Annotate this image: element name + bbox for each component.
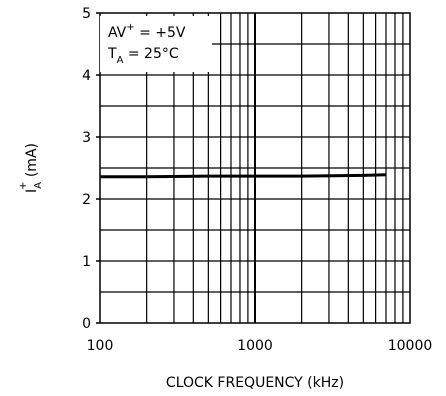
annotation-line-2: TA = 25°C bbox=[107, 46, 179, 66]
annotation-line-2-sub: A bbox=[117, 55, 124, 66]
plot-frame bbox=[96, 12, 411, 324]
x-tick-labels: 100 1000 10000 bbox=[87, 338, 433, 354]
y-axis-label-base: I bbox=[24, 189, 40, 193]
plot-border bbox=[99, 12, 411, 324]
x-tick-label: 1000 bbox=[237, 338, 273, 354]
y-tick-label: 3 bbox=[82, 130, 91, 146]
y-axis-label-sub: A bbox=[33, 182, 44, 189]
annotation-box bbox=[100, 16, 212, 72]
series-layer bbox=[100, 173, 387, 179]
x-tick-label: 100 bbox=[87, 338, 114, 354]
annotation-line-2-suffix: = 25°C bbox=[123, 46, 178, 62]
x-tick-label: 10000 bbox=[388, 338, 433, 354]
y-tick-label: 5 bbox=[82, 6, 91, 22]
y-tick-label: 0 bbox=[82, 316, 91, 332]
annotation-line-1-prefix: AV bbox=[108, 25, 127, 41]
y-tick-labels: 0 1 2 3 4 5 bbox=[82, 6, 91, 332]
y-tick-label: 2 bbox=[82, 192, 91, 208]
annotation-line-1-suffix: = +5V bbox=[135, 25, 186, 41]
y-axis-label-sup: + bbox=[18, 182, 29, 190]
series-line-0 bbox=[100, 173, 387, 179]
annotation-line-1: AV+ = +5V bbox=[108, 22, 186, 41]
x-axis-label: CLOCK FREQUENCY (kHz) bbox=[166, 375, 344, 391]
annotation-line-2-prefix: T bbox=[107, 46, 117, 62]
y-tick-label: 4 bbox=[82, 68, 91, 84]
y-axis-label-unit: (mA) bbox=[24, 143, 40, 182]
y-tick-label: 1 bbox=[82, 254, 91, 270]
y-axis-label: IA + (mA) bbox=[18, 143, 44, 193]
grid bbox=[100, 13, 410, 323]
annotation-line-1-sup: + bbox=[126, 22, 134, 33]
